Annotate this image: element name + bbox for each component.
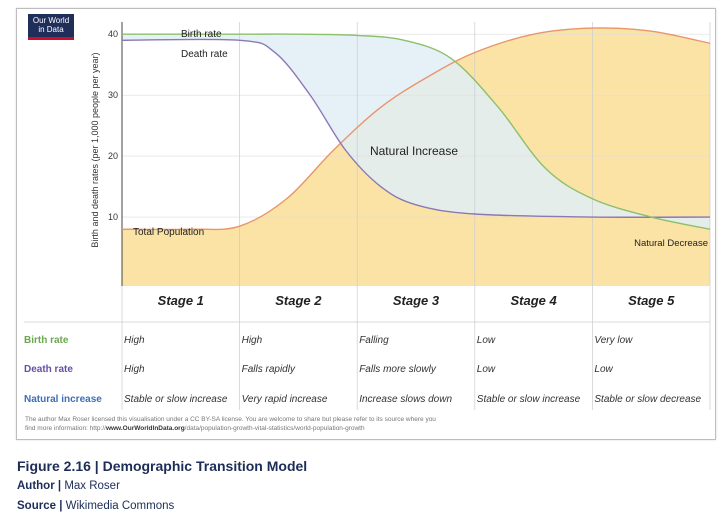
y-tick-label: 10 [108,212,118,222]
table-cell: Falls rapidly [241,364,295,375]
license-text: The author Max Roser licensed this visua… [25,415,705,433]
natural-increase-area [122,34,710,230]
table-cell: Stable or slow increase [476,394,581,405]
stage-header: Stage 3 [393,293,440,308]
table-cell: Increase slows down [359,394,453,405]
author-sep: | [57,480,62,492]
logo-line1: Our World [32,16,70,25]
label-death-rate: Death rate [181,49,228,60]
label-total-population: Total Population [133,227,204,238]
y-axis-label: Birth and death rates (per 1,000 people … [90,52,100,247]
license-url: www.OurWorldInData.org [105,425,185,432]
y-tick-label: 30 [108,90,118,100]
annotation-natural-increase: Natural Increase [370,144,458,158]
logo-line2: in Data [38,25,64,34]
author-line: Author | Max Roser [17,480,120,492]
figure-caption: Figure 2.16 | Demographic Transition Mod… [17,458,308,474]
source-value: Wikimedia Commons [65,500,175,512]
table-cell: Very rapid increase [241,394,328,405]
license-line2-suffix: /data/population-growth-vital-statistics… [184,425,365,432]
table-cell: Stable or slow decrease [594,394,702,405]
annotation-natural-decrease: Natural Decrease [634,238,708,249]
row-label: Natural increase [24,394,102,405]
series-death-rate [121,38,711,218]
table-cell: High [124,364,145,375]
y-tick-label: 40 [108,29,118,39]
author-key: Author [17,480,55,492]
y-tick-label: 20 [108,151,118,161]
license-line1: The author Max Roser licensed this visua… [25,416,436,423]
series-birth-rate [122,33,711,230]
source-key: Source [17,500,56,512]
table-cell: Low [594,364,613,375]
table-cell: Falls more slowly [359,364,436,375]
table-cell: Stable or slow increase [124,394,228,405]
source-sep: | [59,500,63,512]
stage-header: Stage 2 [275,293,322,308]
series-total-population [121,27,711,231]
table-cell: High [241,335,263,346]
author-value: Max Roser [64,480,120,492]
table-cell: High [124,335,145,346]
table-cell: Low [476,335,496,346]
owid-logo: Our World in Data [28,14,74,40]
stage-header: Stage 4 [510,293,557,308]
stage-header: Stage 1 [158,293,204,308]
table-cell: Very low [594,335,633,346]
table-cell: Falling [359,335,389,346]
row-label: Birth rate [24,335,69,346]
source-line: Source | Wikimedia Commons [17,500,174,512]
row-label: Death rate [24,364,73,375]
table-cell: Low [476,364,496,375]
license-line2-prefix: find more information: http:// [25,425,106,432]
stage-header: Stage 5 [628,293,675,308]
label-birth-rate: Birth rate [181,29,222,40]
